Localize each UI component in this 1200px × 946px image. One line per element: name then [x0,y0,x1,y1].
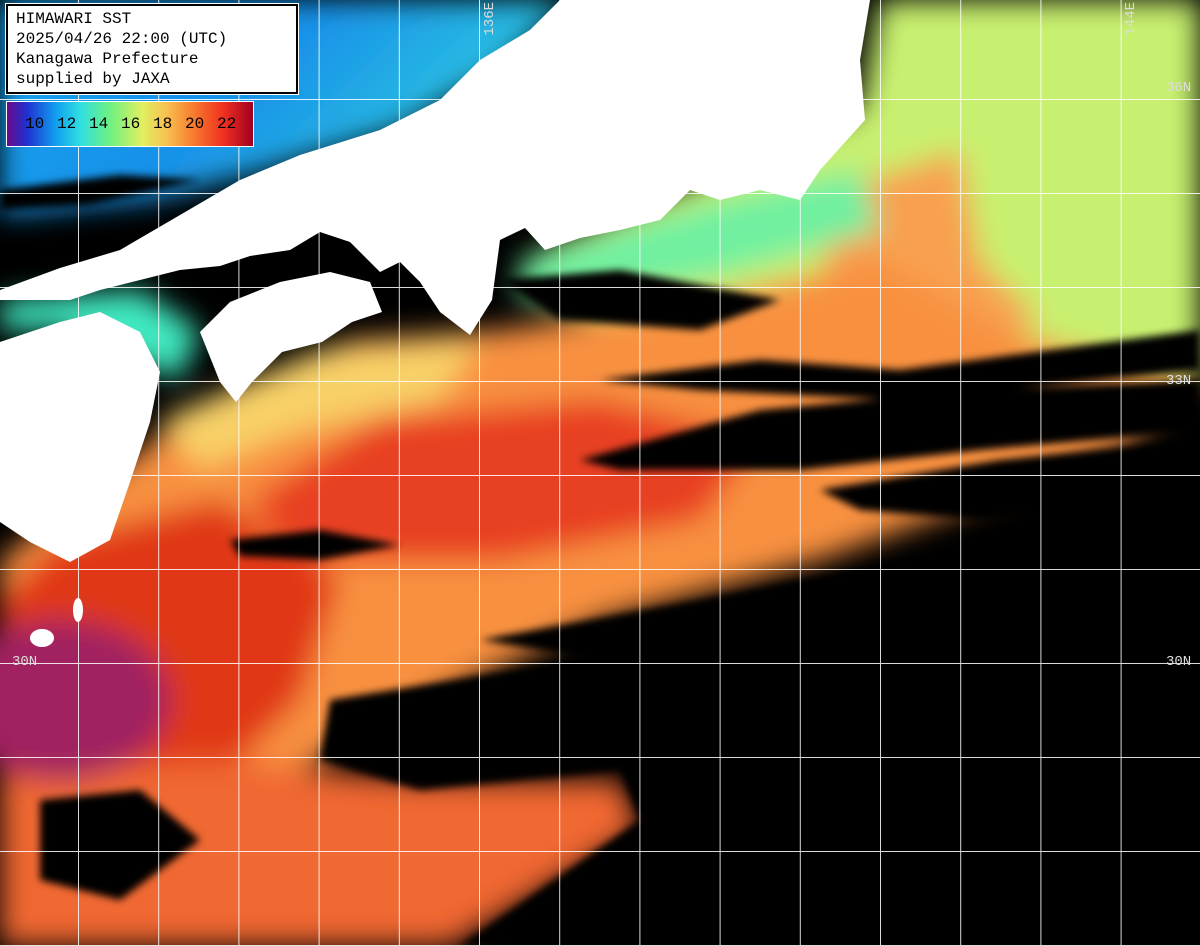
colorbar-label: 22 [217,115,237,133]
info-box: HIMAWARI SST 2025/04/26 22:00 (UTC) Kanaga… [6,4,298,94]
cloud-streak [480,520,1200,660]
info-line: supplied by JAXA [16,70,170,88]
colorbar-label: 16 [121,115,141,133]
colorbar-label: 20 [185,115,205,133]
cloud-streak [40,790,200,900]
colorbar-label: 10 [25,115,45,133]
cloud-streak [600,330,1200,400]
latitude-label: 33N [1166,373,1192,389]
land [0,0,870,647]
island [8,382,32,418]
colorbar-label: 14 [89,115,109,133]
cloud-streak [820,440,1200,520]
yellow-fringe [160,340,480,470]
info-line: HIMAWARI SST [16,10,132,28]
coastal-band [520,170,880,300]
colorbar-label: 12 [57,115,77,133]
warmest-patch [0,620,170,780]
info-line: 2025/04/26 22:00 (UTC) [16,30,228,48]
warm-core [250,400,760,560]
longitude-label: 136E [482,2,498,36]
shikoku [200,272,382,402]
cloud-streak [230,530,400,560]
latitude-label: 30N [12,654,38,670]
cloud-streak [580,380,1200,470]
colorbar: 10 12 14 16 18 20 22 [6,101,254,147]
honshu [0,0,870,335]
latitude-label: 36N [1166,80,1192,96]
cloud-mass [320,600,1200,946]
island [30,629,54,647]
cloud-gaps [0,175,1200,946]
kyushu [0,312,160,562]
longitude-label: 144E [1123,2,1139,36]
info-line: Kanagawa Prefecture [16,50,199,68]
colorbar-label: 18 [153,115,173,133]
cloud-streak [0,175,200,210]
latitude-label: 30N [1166,654,1192,670]
